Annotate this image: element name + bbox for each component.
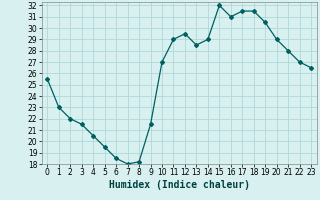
X-axis label: Humidex (Indice chaleur): Humidex (Indice chaleur)	[109, 180, 250, 190]
